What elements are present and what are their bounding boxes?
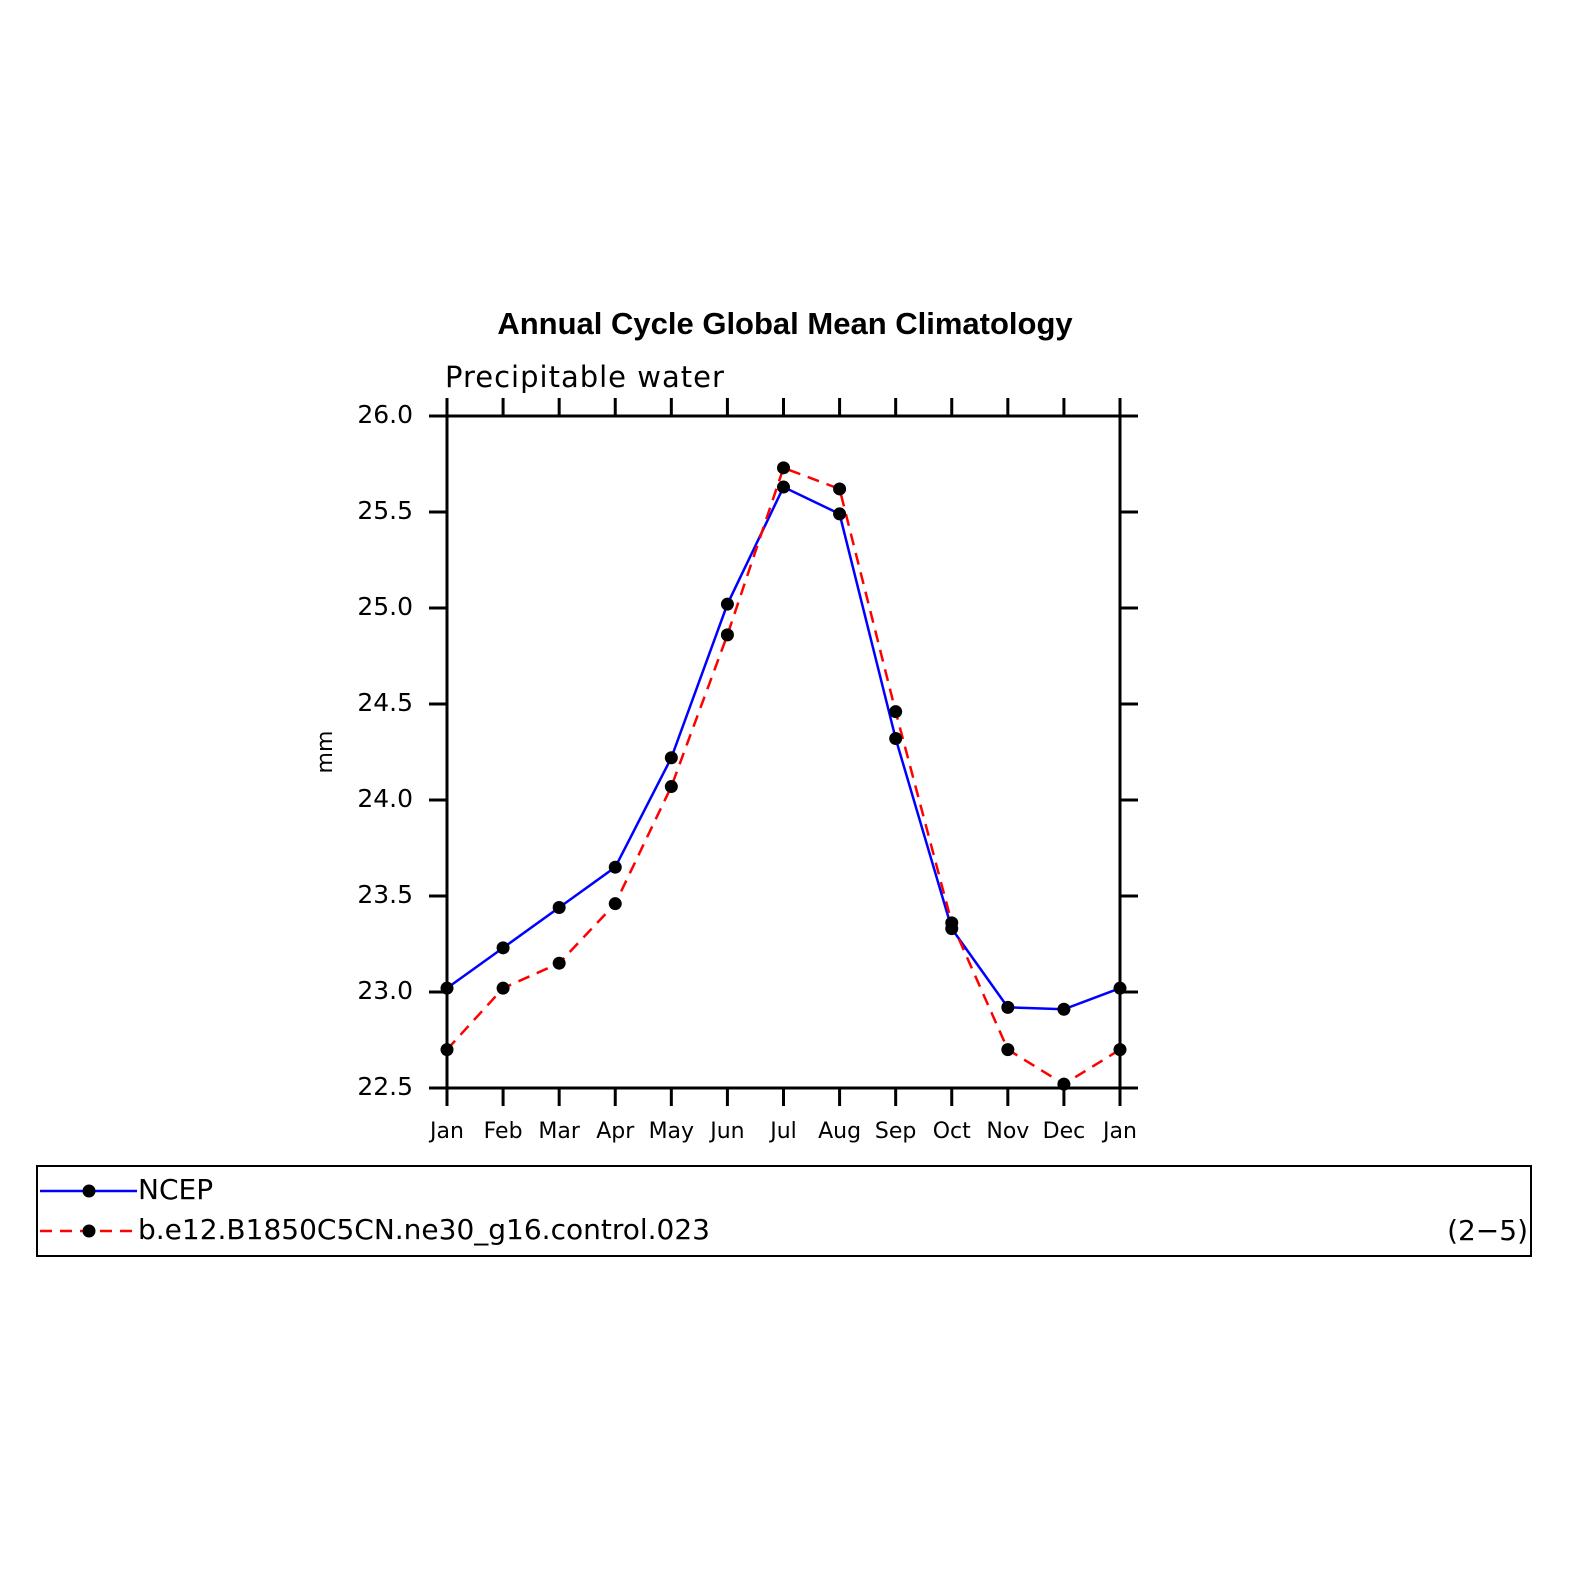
series-line — [446, 466, 1121, 1086]
y-tick-label: 25.5 — [357, 496, 413, 525]
series-line — [446, 485, 1121, 1011]
legend-marker — [82, 1224, 96, 1238]
marker — [664, 751, 678, 765]
marker — [1057, 1002, 1071, 1016]
marker — [1113, 1043, 1127, 1057]
x-tick-label: Apr — [596, 1119, 635, 1144]
marker — [777, 461, 790, 475]
x-tick-label: Jan — [1101, 1119, 1137, 1144]
marker — [496, 941, 510, 955]
marker — [608, 860, 622, 874]
x-tick-label: Jul — [768, 1119, 797, 1144]
marker — [1113, 981, 1127, 995]
y-tick-label: 25.0 — [357, 592, 413, 621]
marker — [833, 507, 847, 521]
marker — [496, 981, 510, 995]
marker — [720, 628, 734, 642]
marker — [440, 1043, 454, 1057]
x-tick-label: Oct — [933, 1119, 971, 1144]
marker — [889, 732, 903, 746]
x-tick-label: Sep — [875, 1119, 916, 1144]
y-tick-label: 22.5 — [357, 1072, 413, 1101]
annotation: (2−5) — [1447, 1214, 1528, 1247]
marker — [608, 897, 622, 911]
marker — [552, 901, 566, 915]
y-tick-label: 26.0 — [357, 400, 413, 429]
marker — [777, 480, 790, 494]
y-tick-label: 24.5 — [357, 688, 413, 717]
x-tick-label: Aug — [818, 1119, 861, 1144]
chart-title: Annual Cycle Global Mean Climatology — [497, 306, 1073, 341]
legend-marker — [82, 1184, 96, 1198]
x-tick-label: Feb — [484, 1119, 523, 1144]
y-tick-label: 23.0 — [357, 976, 413, 1005]
marker — [552, 956, 566, 970]
y-tick-label: 24.0 — [357, 784, 413, 813]
marker — [720, 597, 734, 611]
marker — [833, 482, 847, 496]
x-tick-label: May — [649, 1119, 694, 1144]
marker — [889, 705, 903, 719]
legend-label: NCEP — [138, 1173, 213, 1206]
marker — [1001, 1043, 1015, 1057]
marker — [664, 780, 678, 794]
legend-label: b.e12.B1850C5CN.ne30_g16.control.023 — [138, 1213, 710, 1246]
marker — [440, 981, 454, 995]
plot-frame — [445, 414, 1122, 1090]
x-tick-label: Jan — [428, 1119, 464, 1144]
y-axis-label: mm — [313, 731, 338, 774]
x-tick-label: Mar — [538, 1119, 580, 1144]
chart-subtitle: Precipitable water — [445, 360, 725, 394]
marker — [1057, 1077, 1071, 1091]
x-tick-label: Dec — [1043, 1119, 1086, 1144]
x-tick-label: Nov — [986, 1119, 1029, 1144]
y-tick-label: 23.5 — [357, 880, 413, 909]
legend-box — [36, 1165, 1532, 1257]
marker — [1001, 1000, 1015, 1014]
marker — [945, 916, 959, 930]
x-tick-label: Jun — [708, 1119, 744, 1144]
